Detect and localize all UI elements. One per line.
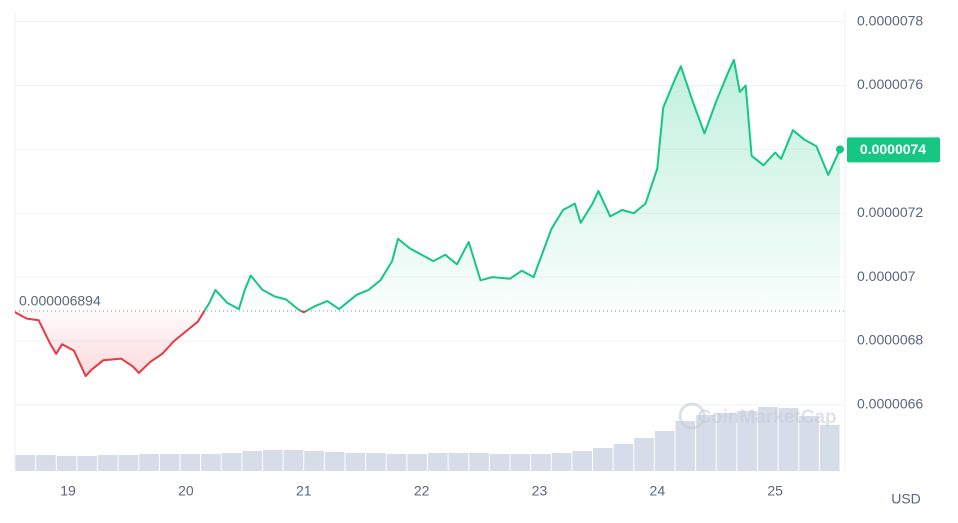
volume-bar (36, 455, 56, 471)
volume-bar (469, 453, 489, 471)
volume-bar (139, 454, 159, 471)
volume-bar (510, 454, 531, 471)
y-unit-label: USD (891, 491, 921, 507)
volume-bar (613, 444, 634, 471)
y-tick-label: 0.0000072 (857, 204, 923, 220)
volume-bar (201, 454, 221, 471)
watermark: CoinMarketCap (697, 407, 836, 428)
watermark-logo (678, 402, 706, 430)
volume-bar (98, 455, 118, 471)
volume-bar (799, 416, 819, 471)
x-tick-label: 22 (414, 483, 430, 499)
volume-bar (716, 413, 737, 471)
price-area (15, 59, 840, 377)
volume-bar (118, 455, 139, 471)
volume-bar (778, 408, 799, 471)
volume-bar (242, 451, 262, 471)
volume-bar (448, 453, 469, 471)
volume-bar (15, 455, 36, 471)
y-tick-label: 0.0000076 (857, 76, 923, 92)
reference-label-bg (16, 292, 116, 309)
volume-bar (489, 454, 510, 471)
volume-bar (819, 425, 840, 471)
current-price-tag (847, 137, 940, 163)
volume-bar (551, 453, 572, 471)
y-tick-label: 0.0000066 (857, 396, 923, 412)
volume-bar (634, 438, 654, 471)
y-tick-label: 0.0000078 (857, 12, 923, 28)
volume-bar (263, 450, 283, 471)
current-price-label: 0.0000074 (860, 141, 926, 157)
volume-bar (159, 454, 180, 471)
volume-bar (345, 453, 366, 471)
volume-bar (531, 454, 551, 471)
volume-bar (696, 415, 716, 471)
reference-label: 0.000006894 (19, 293, 101, 309)
volume-bar (593, 448, 613, 471)
last-point (836, 145, 844, 154)
volume-bar (366, 453, 386, 471)
volume-bar (56, 456, 77, 471)
x-tick-label: 23 (532, 483, 548, 499)
price-line (14, 58, 841, 378)
volume-bar (407, 454, 427, 471)
volume-bar (675, 421, 696, 471)
volume-bar (180, 454, 201, 471)
volume-bar (77, 456, 97, 471)
volume-bar (386, 454, 407, 471)
volume-bar (324, 452, 345, 471)
x-tick-label: 19 (60, 483, 76, 499)
volume-bar (428, 453, 448, 471)
x-tick-label: 20 (178, 483, 194, 499)
volume-bar (283, 450, 304, 471)
y-tick-label: 0.000007 (857, 268, 916, 284)
x-tick-label: 21 (296, 483, 312, 499)
volume-bar (654, 431, 675, 471)
volume-bar (758, 407, 778, 471)
volume-bar (304, 451, 324, 471)
volume-bar (572, 451, 592, 471)
volume-bar (737, 411, 757, 471)
y-tick-label: 0.0000068 (857, 332, 923, 348)
volume-bar (221, 453, 242, 471)
x-tick-label: 24 (650, 483, 666, 499)
x-tick-label: 25 (767, 483, 783, 499)
